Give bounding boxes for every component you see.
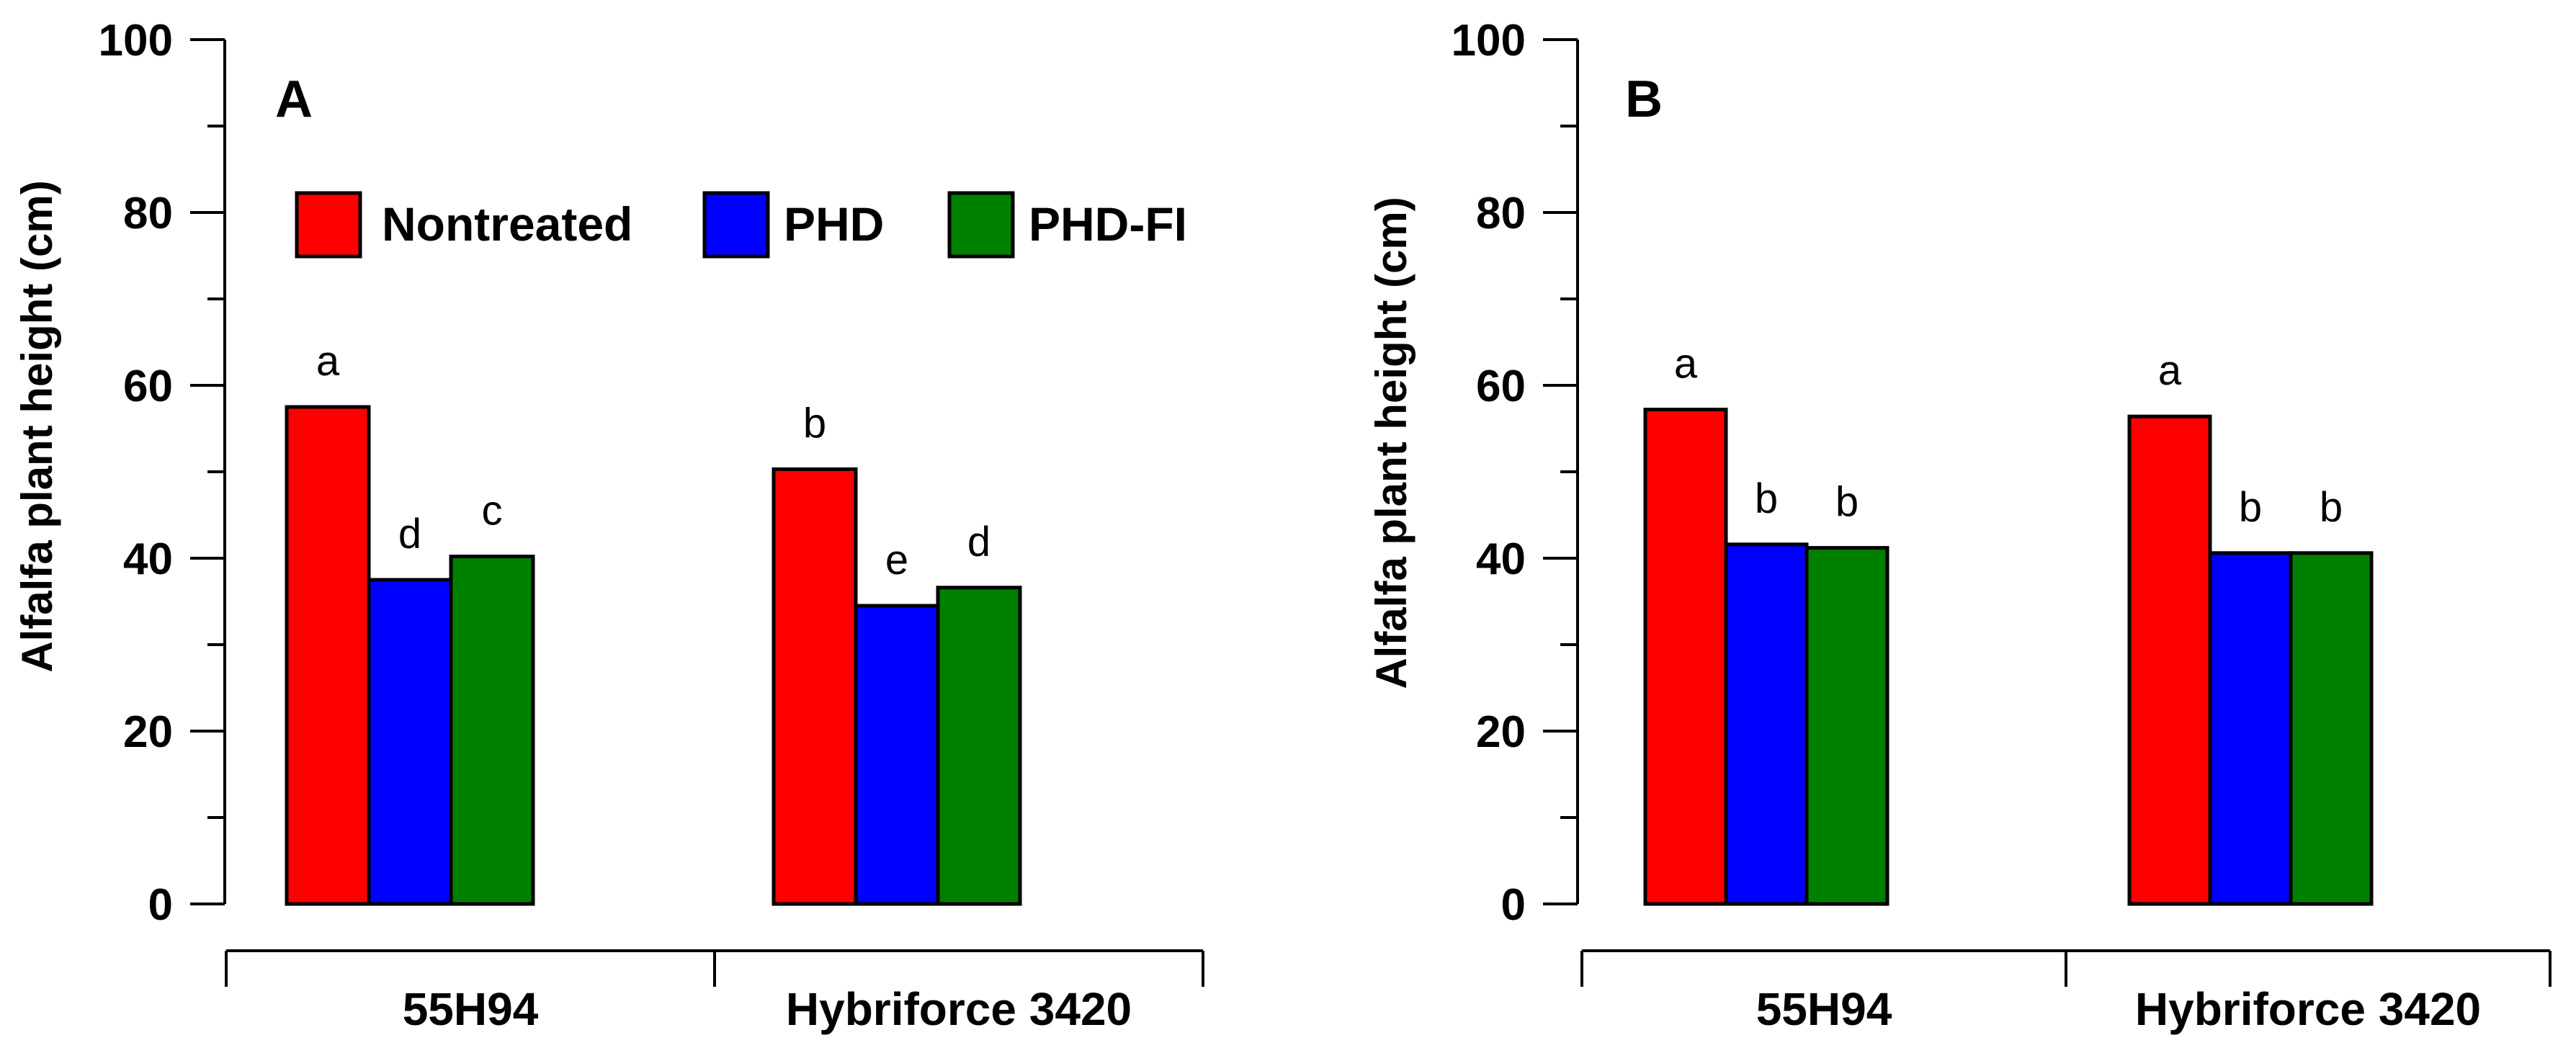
significance-label: b (1755, 475, 1778, 522)
bar-phd-fi-55h94 (1804, 546, 1889, 906)
significance-label: c (482, 488, 503, 534)
significance-label: b (2239, 484, 2262, 531)
bar-nontreated-hybriforce-3420 (2127, 414, 2212, 906)
y-axis-title: Alfalfa plant height (cm) (1367, 197, 1416, 689)
panel-letter: A (275, 71, 313, 128)
bar-nontreated-hybriforce-3420 (772, 467, 858, 906)
panel-a: Alfalfa plant height (cm) A Nontreated P… (13, 16, 1204, 1035)
x-category-label: Hybriforce 3420 (786, 983, 1132, 1035)
significance-label: a (1674, 341, 1698, 388)
x-category-label: 55H94 (403, 983, 539, 1035)
legend-label-phd-fi: PHD-FI (1029, 197, 1187, 251)
legend: Nontreated PHD PHD-FI (295, 191, 1187, 259)
y-tick-label: 40 (123, 534, 173, 584)
legend-item-nontreated: Nontreated (295, 191, 632, 259)
y-tick-label: 0 (1501, 880, 1526, 930)
y-tick-label: 20 (123, 707, 173, 757)
bar-phd-fi-hybriforce-3420 (2289, 551, 2374, 906)
y-tick-label: 80 (123, 189, 173, 238)
bar-nontreated-55h94 (1643, 408, 1728, 906)
y-axis: 0 20 40 60 80 100 (1452, 16, 1579, 930)
y-axis: 0 20 40 60 80 100 (99, 16, 226, 930)
y-tick-label: 60 (1476, 362, 1526, 411)
y-tick-label: 0 (148, 880, 173, 930)
legend-label-nontreated: Nontreated (382, 197, 632, 251)
significance-label: a (2158, 347, 2182, 394)
panel-b: Alfalfa plant height (cm) B 0 20 40 60 80 100… (1367, 16, 2552, 1035)
significance-label: d (967, 519, 990, 565)
significance-label: d (398, 511, 421, 557)
y-tick-label: 20 (1476, 707, 1526, 757)
significance-label: b (1835, 479, 1859, 526)
y-tick-label: 100 (1452, 16, 1526, 66)
significance-label: b (2320, 484, 2343, 531)
significance-label: a (316, 338, 340, 385)
panel-letter: B (1625, 71, 1663, 128)
bar-phd-hybriforce-3420 (854, 604, 940, 906)
x-axis: 55H94 Hybriforce 3420 (1580, 949, 2552, 1035)
y-tick-label: 100 (99, 16, 173, 66)
significance-label: b (803, 400, 826, 447)
bar-phd-55h94 (367, 578, 453, 906)
significance-label: e (885, 537, 908, 583)
bars: a b b a b b (1643, 341, 2374, 906)
bars: a d c b e d (285, 338, 1022, 906)
x-category-label: Hybriforce 3420 (2135, 983, 2481, 1035)
y-tick-label: 80 (1476, 189, 1526, 238)
bar-nontreated-55h94 (285, 405, 371, 906)
bar-phd-fi-hybriforce-3420 (936, 586, 1022, 906)
bar-phd-hybriforce-3420 (2208, 551, 2293, 906)
legend-item-phd: PHD (702, 191, 884, 259)
bar-phd-fi-55h94 (449, 555, 535, 906)
legend-item-phd-fi: PHD-FI (947, 191, 1187, 259)
legend-swatch-phd-fi (947, 191, 1015, 259)
x-axis: 55H94 Hybriforce 3420 (225, 949, 1204, 1035)
legend-swatch-nontreated (295, 191, 362, 259)
legend-swatch-phd (702, 191, 770, 259)
y-axis-title: Alfalfa plant height (cm) (13, 180, 61, 672)
bar-phd-55h94 (1724, 542, 1809, 906)
legend-label-phd: PHD (784, 197, 884, 251)
x-category-label: 55H94 (1756, 983, 1892, 1035)
y-tick-label: 60 (123, 362, 173, 411)
y-tick-label: 40 (1476, 534, 1526, 584)
